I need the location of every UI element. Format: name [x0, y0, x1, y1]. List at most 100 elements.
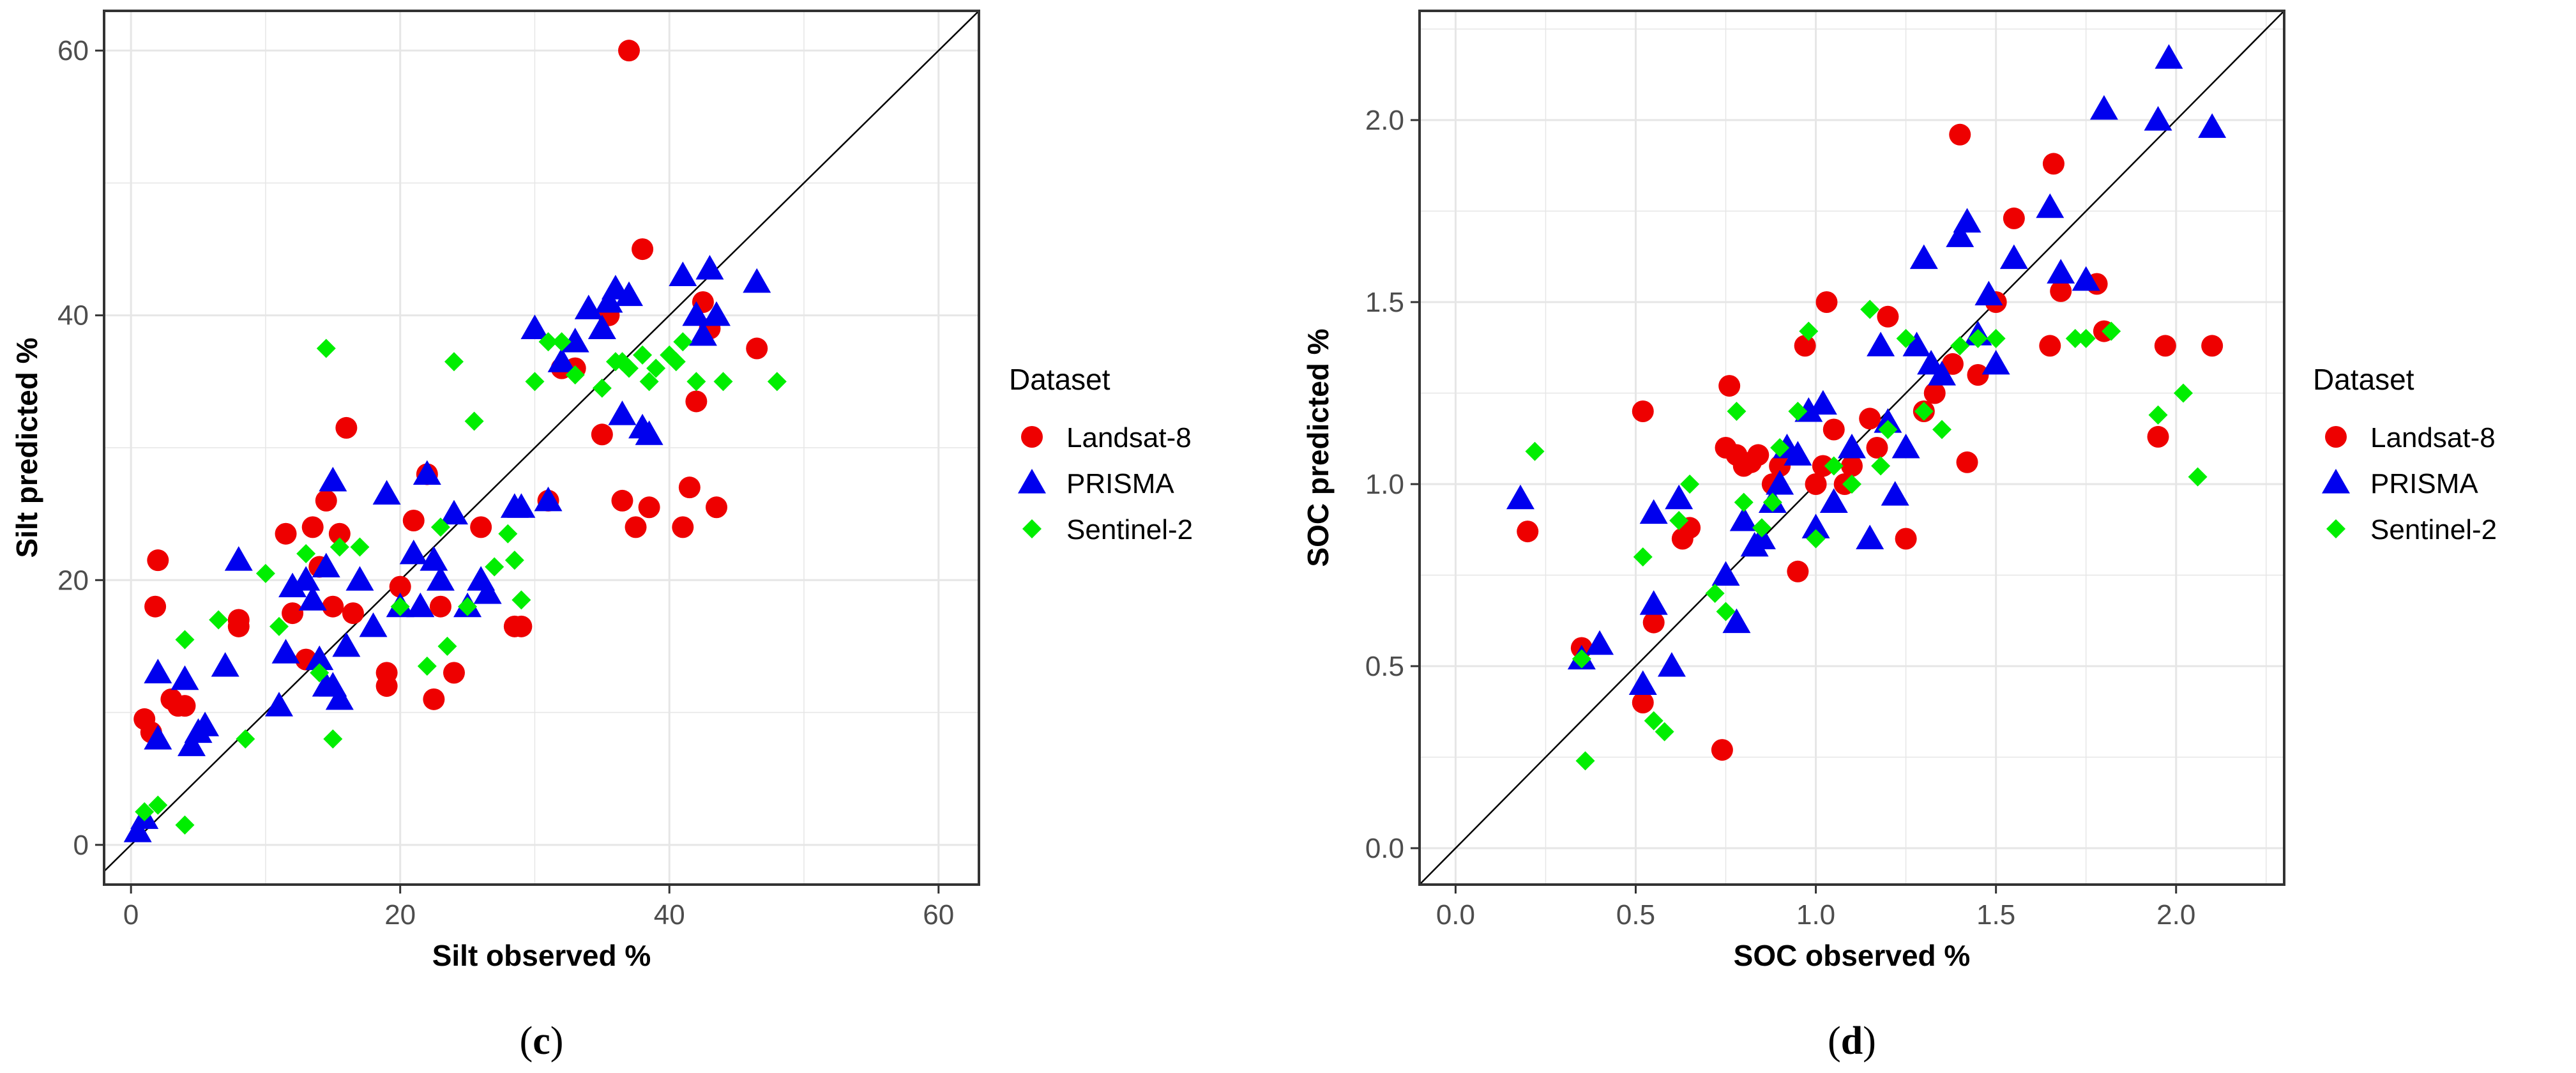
plot-d-point-sentinel-2 — [2102, 321, 2121, 341]
plot-d-x-tick-label: 2.0 — [2156, 899, 2195, 931]
plot-d-point-prisma — [1729, 506, 1758, 531]
plot-c-point-landsat-8 — [301, 516, 324, 538]
plot-c-legend-key-prisma — [1018, 469, 1046, 494]
plot-d-point-sentinel-2 — [1705, 584, 1725, 603]
plot-c-point-sentinel-2 — [639, 372, 659, 392]
plot-c-point-prisma — [608, 400, 637, 425]
plot-d-point-sentinel-2 — [1950, 336, 1970, 356]
plot-d-point-sentinel-2 — [1932, 420, 1952, 439]
plot-d-point-landsat-8 — [1815, 291, 1838, 313]
plot-c-point-prisma — [278, 572, 307, 598]
plot-c-point-landsat-8 — [315, 489, 337, 512]
plot-c-x-tick-label: 20 — [384, 899, 416, 931]
plot-c-point-landsat-8 — [335, 416, 358, 439]
plot-c-point-sentinel-2 — [350, 537, 370, 557]
plot-d-point-prisma — [2155, 44, 2183, 69]
plot-c-point-sentinel-2 — [175, 815, 195, 835]
plot-c-point-sentinel-2 — [565, 365, 585, 384]
plot-c-point-sentinel-2 — [485, 557, 504, 577]
plot-d-point-sentinel-2 — [1572, 649, 1591, 669]
plot-c-point-sentinel-2 — [633, 345, 653, 365]
plot-c-point-prisma — [688, 321, 717, 346]
plot-c-point-sentinel-2 — [437, 636, 457, 656]
plot-c-point-sentinel-2 — [525, 372, 545, 392]
plot-c-legend-label-prisma: PRISMA — [1066, 468, 1174, 499]
plot-c-points — [123, 40, 787, 842]
plot-d-point-sentinel-2 — [1716, 602, 1736, 621]
plot-d-point-sentinel-2 — [1734, 492, 1754, 512]
plot-c-point-landsat-8 — [375, 675, 398, 697]
plot-c-point-landsat-8 — [443, 662, 465, 684]
plot-c-point-prisma — [682, 301, 711, 326]
plot-d-point-landsat-8 — [2039, 335, 2061, 357]
plot-d-point-landsat-8 — [1794, 335, 1816, 357]
plot-d-point-sentinel-2 — [1727, 402, 1746, 421]
plot-c-point-sentinel-2 — [316, 339, 336, 358]
plot-c-x-tick-label: 0 — [123, 899, 139, 931]
plot-d-point-sentinel-2 — [2148, 405, 2168, 425]
plot-d-point-prisma — [1867, 331, 1895, 356]
plot-d-point-prisma — [1628, 670, 1657, 695]
plot-d-point-sentinel-2 — [1770, 438, 1790, 457]
plot-d-point-prisma — [1665, 484, 1693, 510]
plot-c-point-sentinel-2 — [255, 563, 275, 583]
plot-c-point-sentinel-2 — [552, 332, 572, 352]
plot-c-point-prisma — [319, 466, 347, 492]
plot-d-point-sentinel-2 — [2174, 383, 2193, 403]
plot-d-point-landsat-8 — [1956, 451, 1978, 473]
plot-d-point-sentinel-2 — [1871, 456, 1891, 476]
plot-c-point-sentinel-2 — [330, 537, 349, 557]
plot-d-point-landsat-8 — [2050, 280, 2072, 302]
plot-d-point-landsat-8 — [1859, 407, 1881, 430]
plot-d-x-tick-label: 1.0 — [1796, 899, 1835, 931]
plot-c-point-prisma — [170, 665, 199, 690]
plot-c-point-sentinel-2 — [686, 372, 706, 392]
plot-c-legend-label-landsat-8: Landsat-8 — [1066, 422, 1192, 453]
plot-c-point-landsat-8 — [685, 390, 708, 413]
plot-d-point-sentinel-2 — [1752, 518, 1771, 538]
plot-d-point-landsat-8 — [1967, 364, 1989, 386]
plot-d-point-prisma — [1801, 514, 1830, 538]
plot-d-panel-label: (d) — [1828, 1019, 1876, 1063]
plot-c-x-tick-label: 60 — [923, 899, 954, 931]
plot-d-point-prisma — [2036, 193, 2065, 218]
plot-c-point-sentinel-2 — [175, 630, 195, 650]
plot-d-point-landsat-8 — [1812, 455, 1834, 477]
plot-d-point-prisma — [1946, 222, 1974, 247]
plot-d-point-sentinel-2 — [1806, 529, 1826, 549]
plot-c-point-sentinel-2 — [236, 729, 255, 749]
plot-d-point-prisma — [2072, 266, 2100, 291]
plot-c-point-landsat-8 — [591, 423, 613, 446]
plot-d-point-prisma — [1909, 244, 1938, 270]
plot-d-point-landsat-8 — [1642, 611, 1665, 634]
plot-d-point-landsat-8 — [2003, 207, 2025, 229]
plot-c-point-sentinel-2 — [538, 332, 558, 352]
plot-c-x-tick-label: 40 — [654, 899, 685, 931]
plot-c-point-prisma — [587, 314, 616, 339]
plot-d-y-tick-label: 1.0 — [1365, 469, 1404, 500]
plot-d-point-prisma — [1639, 590, 1668, 615]
plot-d-point-landsat-8 — [1877, 305, 1899, 328]
plot-d-point-sentinel-2 — [1575, 751, 1595, 771]
plot-c-point-sentinel-2 — [148, 795, 168, 815]
plot-c-point-prisma — [305, 645, 334, 671]
plot-c-point-prisma — [406, 592, 435, 618]
plot-d-point-prisma — [1928, 361, 1957, 386]
plot-d-x-axis-title: SOC observed % — [1734, 939, 1971, 972]
plot-d-point-landsat-8 — [1787, 560, 1809, 582]
plot-c-point-landsat-8 — [625, 516, 647, 538]
plot-c-point-prisma — [298, 586, 327, 611]
plot-d-point-prisma — [1819, 488, 1848, 513]
plot-d-frame — [1418, 10, 2285, 886]
plot-c-point-prisma — [534, 486, 563, 512]
plot-d-legend-key-sentinel-2 — [2326, 519, 2345, 538]
plot-d-point-landsat-8 — [1711, 739, 1733, 761]
plot-d-point-landsat-8 — [2154, 335, 2176, 357]
plot-c-point-sentinel-2 — [511, 590, 531, 610]
plot-c-point-landsat-8 — [678, 476, 701, 499]
plot-c-frame — [103, 10, 980, 886]
plot-d-point-sentinel-2 — [2065, 329, 2085, 348]
plot-c-point-sentinel-2 — [646, 358, 666, 378]
plot-d-point-prisma — [1999, 244, 2028, 270]
